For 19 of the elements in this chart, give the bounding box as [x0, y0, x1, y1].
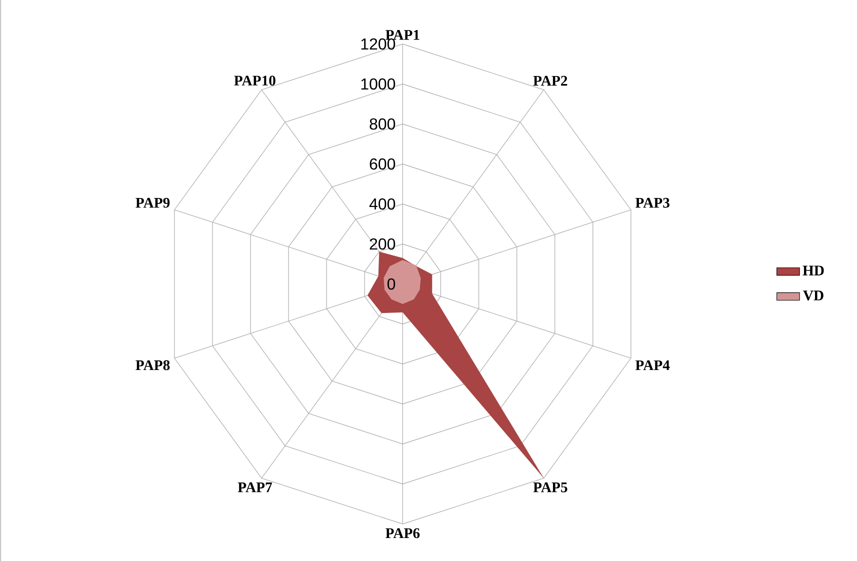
spoke-label: PAP6 — [386, 528, 420, 538]
legend-label: HD — [802, 266, 824, 276]
legend-label: VD — [803, 290, 824, 300]
spoke-label: PAP9 — [136, 198, 170, 208]
y-tick-label: 200 — [370, 238, 396, 250]
spoke-label: PAP1 — [386, 30, 420, 40]
y-tick-label: 1200 — [361, 38, 396, 50]
spoke-label: PAP10 — [234, 76, 276, 86]
y-tick-label: 800 — [370, 118, 396, 130]
y-tick-label: 600 — [370, 158, 396, 170]
spoke-label: PAP8 — [136, 360, 170, 370]
y-tick-label: 0 — [387, 278, 396, 290]
spoke-label: PAP3 — [635, 198, 670, 208]
y-tick-label: 1000 — [361, 78, 396, 90]
spoke-label: PAP4 — [635, 360, 670, 370]
spoke-label: PAP2 — [533, 76, 568, 86]
spoke-label: PAP7 — [238, 482, 272, 492]
spoke-label: PAP5 — [533, 482, 568, 492]
y-tick-label: 400 — [369, 198, 396, 210]
